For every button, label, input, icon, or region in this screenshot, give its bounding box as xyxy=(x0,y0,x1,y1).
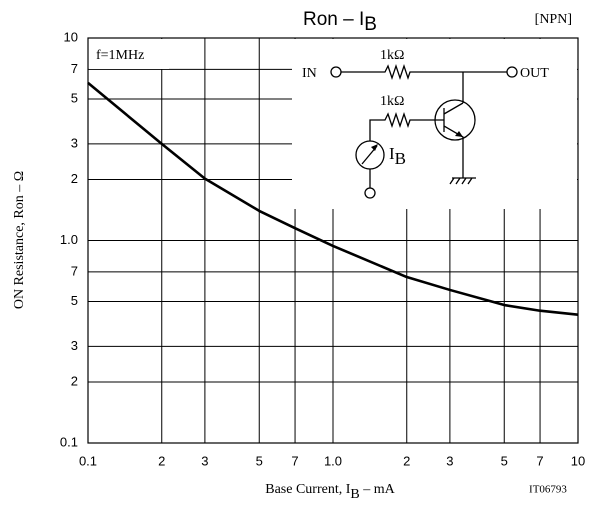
plot-frame xyxy=(87,37,579,444)
r1-label: 1kΩ xyxy=(380,48,404,63)
curve xyxy=(87,81,579,317)
figure-code: IT06793 xyxy=(529,484,567,496)
y-tick-label: 10 xyxy=(64,29,78,44)
out-label: OUT xyxy=(520,66,549,81)
y-tick-label: 7 xyxy=(71,263,78,278)
emitter-arrow xyxy=(455,131,463,137)
x-tick-label: 5 xyxy=(256,453,263,468)
y-axis-label: ON Resistance, Ron – Ω xyxy=(12,171,27,309)
r2-wire xyxy=(369,111,444,141)
meter-label: IB xyxy=(389,144,406,168)
x-tick-label: 3 xyxy=(201,453,208,468)
ammeter-arrow xyxy=(371,144,378,151)
circuit xyxy=(330,63,518,199)
x-tick-label: 2 xyxy=(158,453,165,468)
xlabel-main: Base Current, I xyxy=(265,482,350,497)
x-tick-label: 7 xyxy=(536,453,543,468)
x-tick-label: 5 xyxy=(501,453,508,468)
transistor xyxy=(434,99,476,141)
y-tick-label: 0.1 xyxy=(60,434,78,449)
x-tick-label: 0.1 xyxy=(79,453,97,468)
meter-main: I xyxy=(389,144,395,163)
x-tick-label: 1.0 xyxy=(324,453,342,468)
title-main: Ron – I xyxy=(303,9,364,30)
ground xyxy=(449,177,476,185)
y-tick-label: 3 xyxy=(71,338,78,353)
y-tick-label: 3 xyxy=(71,135,78,150)
y-tick-label: 2 xyxy=(71,373,78,388)
y-tick-label: 1.0 xyxy=(60,232,78,247)
circuit-box xyxy=(292,39,577,209)
in-label: IN xyxy=(302,66,317,81)
out-terminal xyxy=(506,66,518,78)
title-sub: B xyxy=(364,14,377,35)
condition-box xyxy=(89,39,169,69)
r1-wire xyxy=(341,63,507,81)
xlabel-sub: B xyxy=(350,487,359,502)
corner-label: [NPN] xyxy=(535,12,572,27)
y-tick-label: 5 xyxy=(71,293,78,308)
chart-title: Ron – IB xyxy=(303,9,377,35)
base-terminal xyxy=(364,187,376,199)
xlabel-unit: – mA xyxy=(360,482,396,497)
x-tick-label: 3 xyxy=(446,453,453,468)
y-tick-label: 7 xyxy=(71,61,78,76)
condition: f=1MHz xyxy=(96,48,144,63)
y-tick-label: 2 xyxy=(71,171,78,186)
x-tick-label: 10 xyxy=(571,453,585,468)
x-tick-label: 7 xyxy=(291,453,298,468)
y-tick-label: 5 xyxy=(71,90,78,105)
x-axis-label: Base Current, IB – mA xyxy=(265,482,395,502)
x-tick-label: 2 xyxy=(403,453,410,468)
r2-label: 1kΩ xyxy=(380,94,404,109)
meter-sub: B xyxy=(395,149,406,168)
